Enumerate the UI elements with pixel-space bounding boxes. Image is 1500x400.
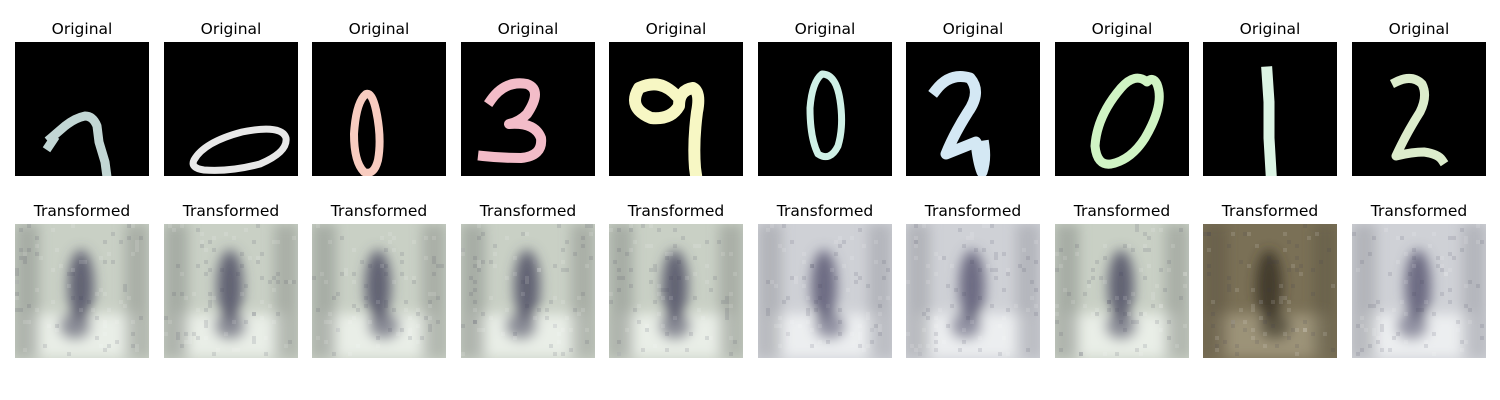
- digit-stroke: [928, 71, 991, 176]
- transformed-panel-title: Transformed: [627, 202, 725, 220]
- original-panel-title: Original: [348, 20, 410, 38]
- digit-stroke: [1090, 73, 1164, 169]
- transformed-panel-title: Transformed: [33, 202, 131, 220]
- transformed-image: [1203, 224, 1337, 358]
- original-panel-title: Original: [1239, 20, 1301, 38]
- transformed-panel-title: Transformed: [1073, 202, 1171, 220]
- transformed-image: [906, 224, 1040, 358]
- transformed-panel-title: Transformed: [1370, 202, 1468, 220]
- digit-image: [1055, 42, 1189, 176]
- digit-stroke: [1389, 74, 1449, 167]
- digit-stroke: [806, 70, 846, 161]
- digit-image: [1203, 42, 1337, 176]
- transformed-panel-title: Transformed: [479, 202, 577, 220]
- transformed-panel-title: Transformed: [330, 202, 428, 220]
- digit-stroke: [42, 111, 112, 176]
- digit-stroke: [350, 89, 384, 176]
- digit-image: [906, 42, 1040, 176]
- transformed-image: [164, 224, 298, 358]
- original-panel-title: Original: [794, 20, 856, 38]
- digit-image: [461, 42, 595, 176]
- digit-image: [164, 42, 298, 176]
- transformed-image: [609, 224, 743, 358]
- original-panel-title: Original: [497, 20, 559, 38]
- transformed-image: [15, 224, 149, 358]
- transformed-panel-title: Transformed: [776, 202, 874, 220]
- original-panel-title: Original: [1388, 20, 1450, 38]
- digit-stroke: [629, 78, 705, 176]
- transformed-panel-title: Transformed: [182, 202, 280, 220]
- digit-stroke: [477, 78, 547, 163]
- original-panel-title: Original: [200, 20, 262, 38]
- transformed-image: [461, 224, 595, 358]
- digit-stroke: [1261, 66, 1277, 176]
- transformed-image: [1352, 224, 1486, 358]
- digit-stroke: [189, 125, 290, 174]
- digit-image: [758, 42, 892, 176]
- transformed-panel-title: Transformed: [1221, 202, 1319, 220]
- original-panel-title: Original: [51, 20, 113, 38]
- digit-image: [1352, 42, 1486, 176]
- transformed-image: [312, 224, 446, 358]
- original-panel-title: Original: [942, 20, 1004, 38]
- original-panel-title: Original: [1091, 20, 1153, 38]
- transformed-image: [1055, 224, 1189, 358]
- digit-image: [609, 42, 743, 176]
- transformed-image: [758, 224, 892, 358]
- original-panel-title: Original: [645, 20, 707, 38]
- transformed-panel-title: Transformed: [924, 202, 1022, 220]
- digit-image: [15, 42, 149, 176]
- digit-image: [312, 42, 446, 176]
